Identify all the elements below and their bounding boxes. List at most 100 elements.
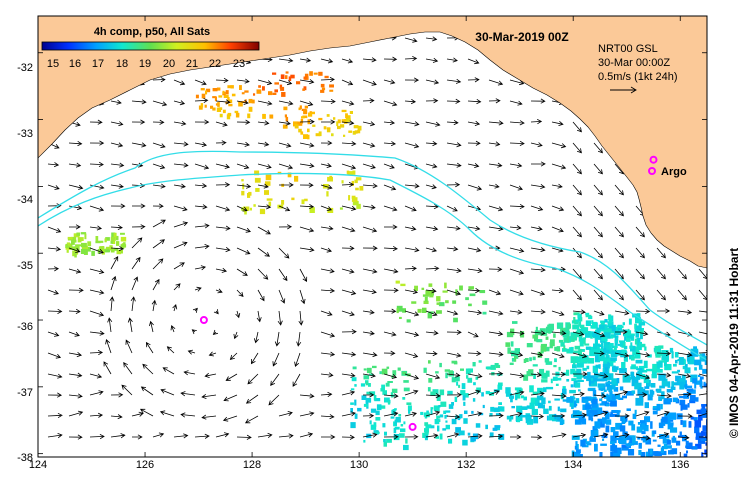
sst-patch — [521, 406, 528, 410]
current-arrow — [593, 184, 603, 196]
sst-patch — [318, 117, 323, 121]
current-arrow — [510, 434, 522, 440]
current-arrow — [68, 393, 83, 399]
sst-patch — [451, 360, 457, 364]
sst-patch — [704, 449, 707, 455]
sst-patch — [649, 389, 654, 397]
current-arrow — [194, 433, 210, 439]
tick-marks — [37, 16, 707, 457]
sst-patch — [680, 403, 683, 411]
sst-patch — [586, 409, 592, 417]
sst-patch — [438, 405, 441, 408]
sst-patch — [631, 364, 636, 368]
sst-patch — [650, 421, 653, 429]
current-arrow — [160, 388, 175, 396]
sst-patch — [585, 346, 591, 350]
sst-patch — [303, 76, 307, 80]
sst-patch — [616, 325, 624, 329]
current-arrow — [215, 121, 228, 127]
sst-patch — [637, 313, 641, 320]
current-arrow — [152, 219, 166, 228]
current-arrow — [467, 373, 483, 379]
sst-patch — [671, 371, 679, 374]
current-arrow — [110, 183, 124, 189]
current-arrow — [362, 57, 377, 63]
sst-patch — [622, 322, 625, 326]
sst-patch — [529, 402, 535, 410]
current-arrow — [509, 330, 525, 336]
current-arrow — [509, 309, 523, 315]
sst-patch — [228, 103, 233, 107]
sst-patch — [565, 327, 569, 333]
current-arrow — [278, 205, 291, 212]
sst-patch — [75, 244, 82, 247]
sst-patch — [360, 383, 366, 387]
sst-patch — [554, 346, 559, 351]
current-arrow — [320, 58, 334, 64]
current-arrow — [341, 411, 356, 417]
current-arrow — [656, 289, 666, 301]
sst-patch — [424, 434, 428, 441]
x-tick-label: 124 — [29, 459, 47, 471]
current-arrow — [89, 434, 105, 440]
sst-patch — [214, 96, 217, 102]
current-arrow — [68, 372, 83, 378]
sst-patch — [652, 439, 657, 442]
sst-patch — [660, 403, 663, 410]
sst-patch — [384, 431, 387, 436]
sst-patch — [280, 86, 285, 91]
sst-patch — [672, 435, 675, 439]
current-arrow — [467, 267, 483, 274]
sst-patch — [643, 425, 649, 432]
sst-patch — [225, 101, 229, 104]
sst-patch — [616, 378, 620, 384]
sst-patch — [664, 398, 673, 403]
sst-patch — [265, 174, 272, 181]
sst-patch — [562, 331, 570, 338]
sst-patch — [668, 450, 674, 455]
sst-patch — [674, 352, 679, 358]
sst-patch — [520, 395, 525, 399]
sst-patch — [467, 432, 471, 436]
sst-patch — [427, 387, 431, 392]
current-arrow — [131, 142, 147, 148]
sst-patch — [644, 416, 651, 423]
argo-float-marker — [199, 316, 208, 324]
sst-patch — [223, 94, 229, 98]
current-arrow — [320, 119, 336, 125]
sst-patch — [331, 133, 334, 137]
sst-patch — [403, 444, 409, 451]
sst-patch — [589, 348, 596, 357]
sst-patch — [381, 368, 388, 375]
current-arrow — [278, 182, 294, 188]
sst-patch — [616, 437, 623, 441]
sst-patch — [384, 397, 390, 403]
sst-patch — [641, 431, 646, 435]
sst-patch — [485, 366, 491, 370]
current-arrow — [383, 141, 397, 147]
sst-patch — [636, 426, 643, 433]
current-arrow — [132, 203, 146, 209]
sst-patch — [572, 410, 580, 416]
sst-patch — [489, 413, 493, 417]
current-arrow — [320, 205, 333, 211]
current-arrow — [446, 205, 458, 212]
sst-patch — [695, 397, 699, 402]
current-arrow — [467, 140, 481, 146]
colorbar-tick: 22 — [209, 58, 221, 70]
sst-patch — [634, 323, 637, 329]
sst-patch — [72, 250, 75, 257]
sst-patch — [625, 443, 632, 446]
current-arrow — [467, 120, 481, 126]
x-axis: 124 126 128 130 132 134 136 — [29, 459, 690, 471]
current-arrow — [383, 308, 397, 314]
current-arrow — [488, 98, 501, 104]
sst-patch — [635, 359, 643, 364]
sst-patch — [658, 345, 664, 349]
sst-patch — [350, 388, 355, 391]
sst-patch — [587, 371, 591, 380]
current-arrow — [551, 432, 567, 438]
sst-patch — [298, 107, 301, 111]
sst-patch — [575, 441, 578, 447]
sst-patch — [469, 293, 476, 297]
